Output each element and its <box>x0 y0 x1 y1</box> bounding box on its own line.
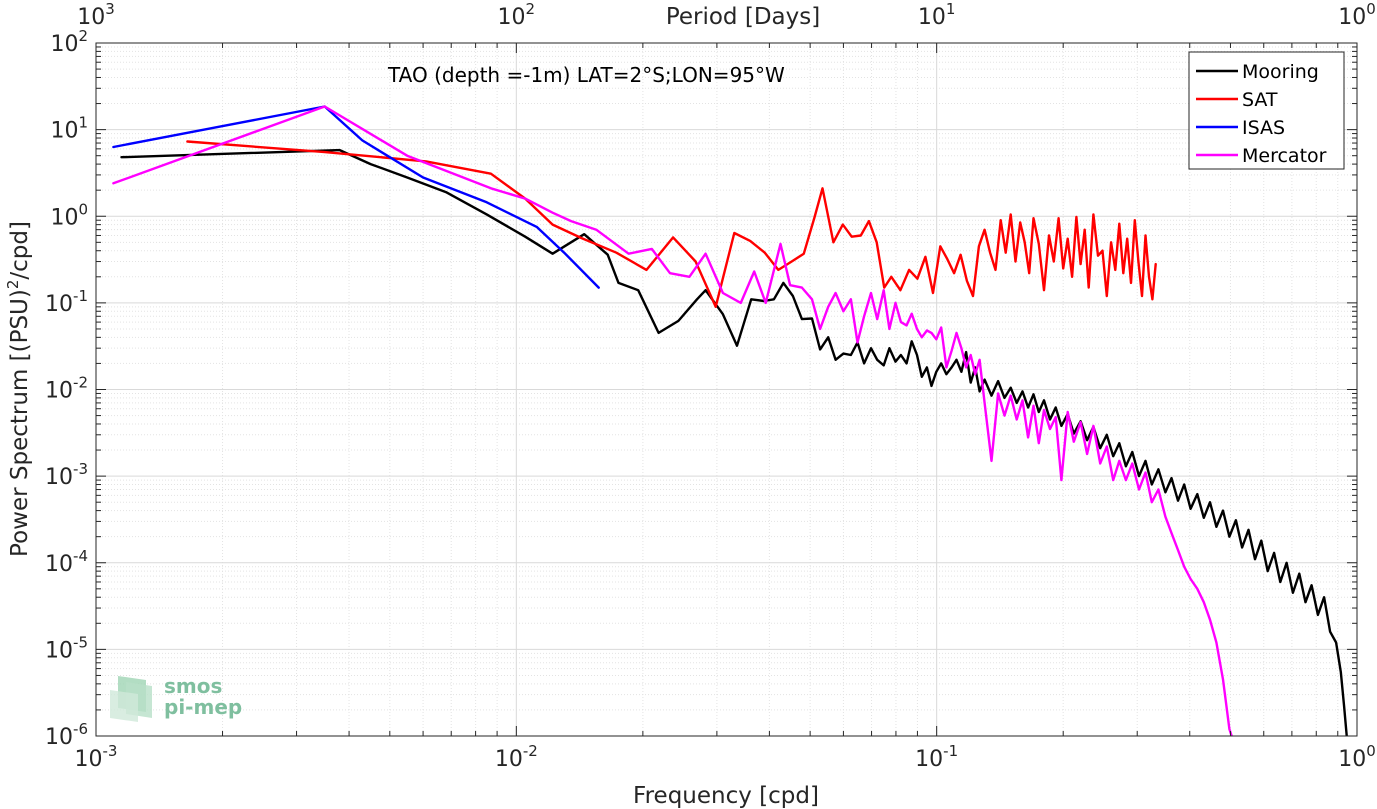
x2-tick-label-base: 10 <box>1338 5 1366 30</box>
y-tick-label: 100 <box>50 200 88 230</box>
logo-text-line1: smos <box>164 674 222 698</box>
y-tick-label-exponent: 2 <box>78 27 88 45</box>
x-tick-label-base: 10 <box>75 747 103 772</box>
x-tick-label-base: 10 <box>915 747 943 772</box>
x-tick-label: 10-1 <box>915 742 958 772</box>
y-tick-label-base: 10 <box>45 552 73 577</box>
y-axis-title-superscript: 2 <box>4 280 22 290</box>
y-tick-label-exponent: 1 <box>78 114 88 132</box>
x2-axis-title: Period [Days] <box>666 4 820 30</box>
series-line-sat <box>186 140 1157 308</box>
smos-pi-mep-logo: smos pi-mep <box>110 674 242 722</box>
x-tick-label-exponent: -3 <box>103 742 118 760</box>
minor-grid <box>96 43 1357 736</box>
y-tick-label-base: 10 <box>50 205 78 230</box>
y-tick-label: 10-6 <box>45 720 88 750</box>
series-line-mercator <box>112 105 1233 736</box>
axis-ticks <box>95 42 1358 737</box>
x2-tick-label-exponent: 1 <box>946 0 956 18</box>
y-tick-label-base: 10 <box>45 725 73 750</box>
chart-title: TAO (depth =-1m) LAT=2°S;LON=95°W <box>387 63 785 87</box>
x-tick-label-base: 10 <box>495 747 523 772</box>
y-tick-label: 101 <box>50 114 88 144</box>
x-tick-label: 100 <box>1338 742 1376 772</box>
y-tick-label-base: 10 <box>45 638 73 663</box>
legend-label-sat: SAT <box>1242 89 1278 111</box>
y-tick-label: 102 <box>50 27 88 57</box>
series-line-isas <box>112 105 600 289</box>
y-tick-label: 10-1 <box>45 287 88 317</box>
logo-emblem-layer-2 <box>110 690 138 722</box>
y-tick-label-exponent: -4 <box>73 547 88 565</box>
y-tick-label: 10-3 <box>45 460 88 490</box>
y-tick-label-exponent: -5 <box>73 633 88 651</box>
logo-text-line2: pi-mep <box>164 695 242 719</box>
y-tick-label: 10-5 <box>45 633 88 663</box>
x2-tick-label: 102 <box>498 0 536 30</box>
y-tick-label-base: 10 <box>50 119 78 144</box>
y-tick-label-base: 10 <box>50 32 78 57</box>
x-tick-label-exponent: 0 <box>1366 742 1376 760</box>
x-tick-label-exponent: -1 <box>943 742 958 760</box>
x2-tick-labels: 103 102 101 100 <box>77 0 1376 30</box>
series-lines <box>112 105 1348 736</box>
x2-tick-label: 103 <box>77 0 115 30</box>
y-tick-label-exponent: 0 <box>78 200 88 218</box>
x-tick-label: 10-3 <box>75 742 118 772</box>
y-tick-label-exponent: -3 <box>73 460 88 478</box>
x-axis-title: Frequency [cpd] <box>633 783 819 809</box>
x-tick-label-exponent: -2 <box>523 742 538 760</box>
x2-tick-label-base: 10 <box>77 5 105 30</box>
legend-label-mooring: Mooring <box>1242 61 1319 83</box>
x2-tick-label-exponent: 2 <box>526 0 536 18</box>
x2-tick-label-base: 10 <box>498 5 526 30</box>
x-tick-label: 10-2 <box>495 742 538 772</box>
y-tick-label-base: 10 <box>45 465 73 490</box>
x2-tick-label: 100 <box>1338 0 1376 30</box>
x2-tick-label-exponent: 3 <box>105 0 115 18</box>
x2-tick-label: 101 <box>918 0 956 30</box>
y-axis-title: Power Spectrum [(PSU)2/cpd] <box>4 221 33 557</box>
y-tick-label-exponent: -6 <box>73 720 88 738</box>
x-tick-label-base: 10 <box>1338 747 1366 772</box>
legend-label-mercator: Mercator <box>1242 145 1327 167</box>
y-tick-label-base: 10 <box>45 292 73 317</box>
x2-tick-label-base: 10 <box>918 5 946 30</box>
legend: Mooring SAT ISAS Mercator <box>1188 51 1345 170</box>
y-tick-label: 10-4 <box>45 547 88 577</box>
series-line-mooring <box>120 148 1348 736</box>
y-tick-label-exponent: -2 <box>73 374 88 392</box>
x2-tick-label-exponent: 0 <box>1366 0 1376 18</box>
x-tick-labels: 10-3 10-2 10-1 100 <box>75 742 1376 772</box>
y-tick-label-base: 10 <box>45 379 73 404</box>
y-tick-label-exponent: -1 <box>73 287 88 305</box>
y-tick-label: 10-2 <box>45 374 88 404</box>
legend-label-isas: ISAS <box>1242 117 1285 139</box>
